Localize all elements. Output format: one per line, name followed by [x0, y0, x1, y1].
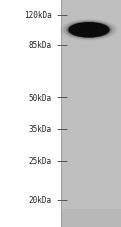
Ellipse shape [63, 21, 115, 40]
Text: 35kDa: 35kDa [29, 125, 52, 134]
Ellipse shape [66, 22, 112, 39]
Bar [60, 209, 121, 227]
Ellipse shape [60, 20, 118, 42]
Text: 85kDa: 85kDa [29, 41, 52, 50]
Text: 20kDa: 20kDa [29, 195, 52, 204]
Text: 50kDa: 50kDa [29, 93, 52, 102]
Text: 25kDa: 25kDa [29, 157, 52, 166]
Ellipse shape [67, 22, 111, 39]
Ellipse shape [68, 23, 110, 38]
Bar [60, 0, 121, 227]
Text: 120kDa: 120kDa [24, 11, 52, 20]
